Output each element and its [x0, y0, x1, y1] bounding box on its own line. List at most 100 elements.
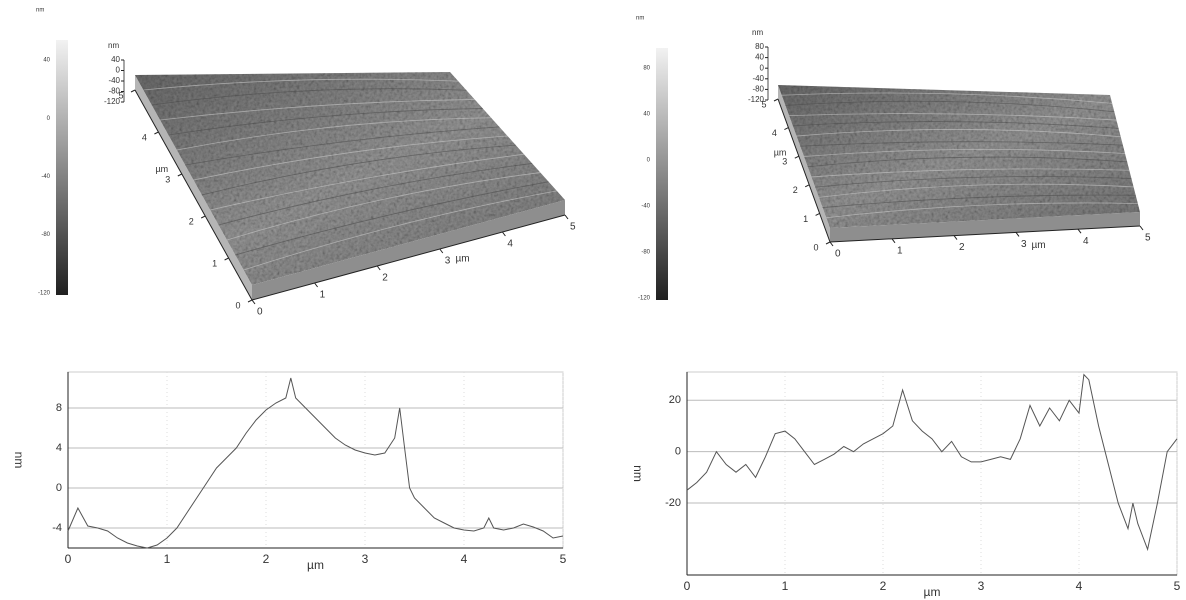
surface-front [252, 200, 565, 300]
colorbar-label: nm [636, 16, 644, 22]
x-tick [564, 214, 569, 220]
x-tick-label: 1 [320, 290, 326, 301]
surface-ridge [160, 99, 475, 121]
surface-ridge [815, 176, 1132, 188]
x-tick-label: 1 [782, 579, 789, 593]
surface-ridge [235, 181, 549, 256]
colorbar-label: nm [36, 8, 44, 14]
x-tick-label: 3 [362, 552, 369, 566]
colorbar [656, 48, 668, 300]
x-tick [376, 265, 381, 271]
x-axis-label: µm [455, 253, 469, 264]
x-tick-label: 0 [65, 552, 72, 566]
colorbar-tick-label: -40 [41, 174, 50, 180]
surface-side [135, 75, 252, 300]
x-tick [439, 248, 444, 254]
surface-ridge [151, 88, 467, 106]
z-tick-label: -40 [752, 74, 764, 83]
z-tick-label: -80 [752, 85, 764, 94]
x-tick-label: 4 [507, 239, 513, 250]
y-tick-label: 4 [56, 442, 62, 454]
x-tick [891, 238, 896, 244]
x-tick-label: 3 [445, 256, 451, 267]
surface-ridge [800, 141, 1123, 147]
y-tick-label: 1 [212, 258, 217, 268]
colorbar-tick-label: 0 [47, 116, 51, 122]
x-tick-label: 5 [570, 222, 576, 233]
x-tick-label: 0 [835, 249, 841, 260]
y-tick-label: 20 [669, 394, 681, 406]
x-tick-label: 4 [1083, 236, 1089, 247]
axis-line [134, 89, 253, 301]
y-tick [247, 299, 253, 303]
profile-line [686, 373, 1178, 552]
surface-ridge [143, 78, 459, 91]
surface-ridge [781, 92, 1113, 104]
surface-ridge [201, 144, 516, 196]
x-tick [829, 241, 834, 247]
colorbar-tick-label: -120 [38, 290, 51, 296]
x-tick-label: 1 [897, 245, 903, 256]
surface-ridge [789, 113, 1117, 121]
y-tick [130, 89, 136, 93]
z-tick-label: 0 [116, 66, 121, 75]
surface-top [135, 72, 565, 285]
y-tick-label: 0 [235, 300, 240, 310]
colorbar [56, 40, 68, 295]
surface-ridge [193, 135, 508, 181]
colorbar-tick-label: -120 [638, 295, 651, 301]
x-tick-label: 2 [880, 579, 887, 593]
y-tick-label: -4 [52, 522, 62, 534]
y-tick-label: 4 [142, 132, 147, 142]
y-tick [177, 173, 183, 177]
surface-side [778, 85, 830, 242]
x-tick-label: 1 [164, 552, 171, 566]
y-tick-label: 8 [56, 402, 62, 414]
profile-line [67, 377, 564, 549]
z-tick-label: -80 [108, 87, 120, 96]
colorbar-tick-label: -80 [41, 232, 50, 238]
y-tick-label: 0 [813, 242, 818, 252]
z-tick-label: 40 [111, 55, 120, 64]
surface-ridge [822, 194, 1136, 208]
y-tick-label: 4 [772, 128, 777, 138]
colorbar-tick-label: 40 [643, 112, 650, 118]
y-tick-label: 2 [189, 216, 194, 226]
colorbar-tick-label: 40 [43, 58, 50, 64]
colorbar-tick-label: 0 [647, 158, 651, 164]
y-tick-label: -20 [665, 497, 681, 509]
surface-ridge [185, 126, 500, 166]
y-tick-label: 3 [165, 174, 170, 184]
surface-ridge [176, 117, 492, 151]
x-axis-label: µm [924, 585, 941, 599]
x-tick [1015, 232, 1020, 237]
y-tick-label: 5 [761, 99, 766, 109]
y-tick-label: 5 [118, 90, 123, 100]
x-tick-label: 2 [382, 273, 388, 284]
x-tick-label: 2 [959, 242, 965, 253]
surface-ridge [796, 129, 1121, 138]
colorbar-tick-label: -80 [641, 249, 650, 255]
y-tick [825, 241, 831, 245]
x-tick-label: 3 [1021, 239, 1027, 250]
x-tick [314, 282, 319, 288]
z-tick-label: -120 [104, 97, 121, 106]
x-axis-label: µm [1032, 240, 1046, 251]
axis-line [251, 214, 566, 301]
z-tick-label: -40 [108, 76, 120, 85]
surface-ridge [811, 168, 1130, 178]
y-axis-label: µm [774, 148, 787, 158]
surface-ridge [792, 121, 1119, 129]
surface-ridge [803, 149, 1126, 157]
y-tick [784, 127, 789, 131]
x-tick-label: 4 [461, 552, 468, 566]
z-axis-label: nm [108, 41, 119, 50]
y-tick [200, 215, 206, 219]
x-tick-label: 5 [1174, 579, 1181, 593]
surface-ridge [218, 163, 533, 226]
colorbar-tick-label: -40 [641, 204, 650, 210]
x-tick-label: 3 [978, 579, 985, 593]
y-tick [804, 184, 810, 188]
y-tick [224, 257, 229, 261]
axis-line [777, 98, 831, 243]
